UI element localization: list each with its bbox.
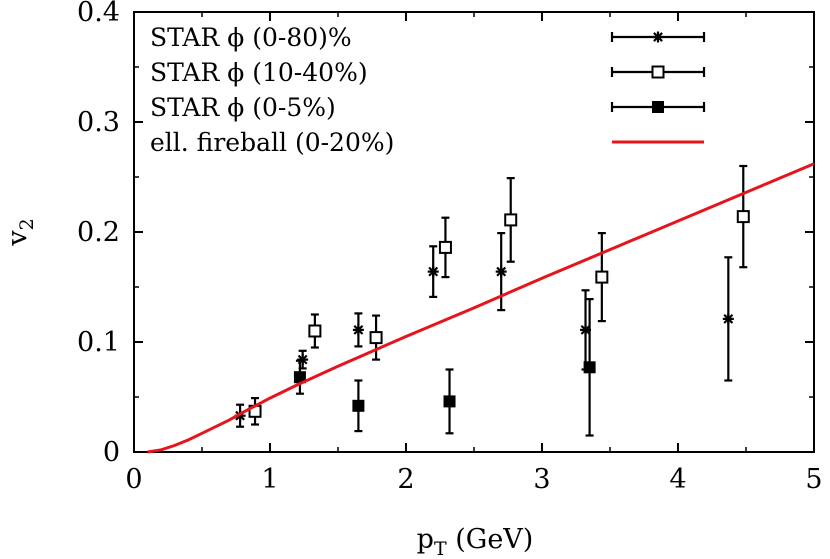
- x-axis-title-unit: (GeV): [447, 524, 534, 555]
- legend-layer: STAR ϕ (0-80)% STAR ϕ (10-40%) STAR ϕ (0-5…: [150, 23, 706, 157]
- filled-square-marker: [583, 361, 596, 374]
- star-stroke: [580, 324, 591, 335]
- open-square-marker: [651, 65, 665, 79]
- series-2: [293, 298, 596, 437]
- legend-label: ell. fireball (0-20%): [150, 128, 394, 157]
- legend-label: STAR ϕ (0-5%): [150, 93, 336, 122]
- y-axis-title: v2: [2, 218, 38, 246]
- y-tick-label: 0.1: [77, 327, 120, 358]
- x-tick-label: 3: [533, 464, 550, 495]
- data-point: [438, 216, 452, 279]
- series-1: [248, 164, 750, 426]
- data-point: [443, 368, 456, 435]
- star-marker: [495, 266, 507, 278]
- x-tick-label: 5: [805, 464, 822, 495]
- star-marker: [652, 31, 664, 43]
- filled-square-marker: [443, 395, 456, 408]
- data-point: [504, 177, 518, 263]
- filled-square-marker: [652, 101, 664, 113]
- legend-entry-0: STAR ϕ (0-80)%: [150, 23, 706, 52]
- y-tick-label: 0.4: [77, 0, 120, 28]
- open-square-marker: [369, 331, 383, 345]
- data-point: [293, 359, 306, 395]
- star-stroke: [496, 266, 507, 277]
- x-tick-label: 0: [125, 464, 142, 495]
- y-axis-title-main: v: [2, 230, 33, 247]
- data-point: [248, 397, 262, 426]
- star-stroke: [428, 266, 439, 277]
- open-square-marker: [595, 270, 609, 284]
- data-point: [352, 312, 364, 348]
- series-3: [147, 162, 815, 454]
- fireball-curve: [147, 162, 815, 454]
- data-point: [595, 232, 609, 323]
- open-square-marker: [736, 210, 750, 224]
- data-point: [580, 289, 592, 371]
- star-stroke: [723, 313, 734, 324]
- axes-layer: 0 1 2 3 4 5 0 0.1 0.2 0.3 0.4: [77, 0, 823, 495]
- open-square-marker: [308, 324, 322, 338]
- star-marker: [427, 266, 439, 278]
- legend-label: STAR ϕ (0-80)%: [150, 23, 352, 52]
- data-point: [583, 298, 596, 437]
- x-tick-label: 2: [397, 464, 414, 495]
- y-tick-label: 0.2: [77, 217, 120, 248]
- x-tick-label: 4: [669, 464, 686, 495]
- x-axis-title-main: p: [417, 524, 434, 555]
- filled-square-marker: [352, 399, 365, 412]
- x-tick-label: 1: [261, 464, 278, 495]
- data-point: [297, 349, 309, 370]
- legend-entry-3: ell. fireball (0-20%): [150, 128, 704, 157]
- data-point: [308, 313, 322, 349]
- legend-entry-2: STAR ϕ (0-5%): [150, 93, 706, 122]
- y-tick-label: 0: [103, 437, 120, 468]
- open-square-marker: [504, 213, 518, 227]
- data-point: [369, 314, 383, 361]
- data-point: [352, 379, 365, 433]
- y-tick-label: 0.3: [77, 107, 120, 138]
- legend-label: STAR ϕ (10-40%): [150, 58, 368, 87]
- star-stroke: [353, 324, 364, 335]
- x-axis-title: pT (GeV): [417, 524, 534, 559]
- open-square-marker: [438, 240, 452, 254]
- legend-entry-1: STAR ϕ (10-40%): [150, 58, 706, 87]
- data-point: [736, 164, 750, 269]
- star-marker: [352, 324, 364, 336]
- star-marker: [722, 313, 734, 325]
- data-point: [427, 245, 439, 298]
- data-point: [722, 256, 734, 382]
- data-layer: [147, 162, 815, 454]
- star-stroke: [653, 32, 663, 42]
- y-axis-title-sub: 2: [16, 218, 38, 230]
- x-axis-title-sub: T: [434, 538, 447, 559]
- series-0: [234, 232, 734, 428]
